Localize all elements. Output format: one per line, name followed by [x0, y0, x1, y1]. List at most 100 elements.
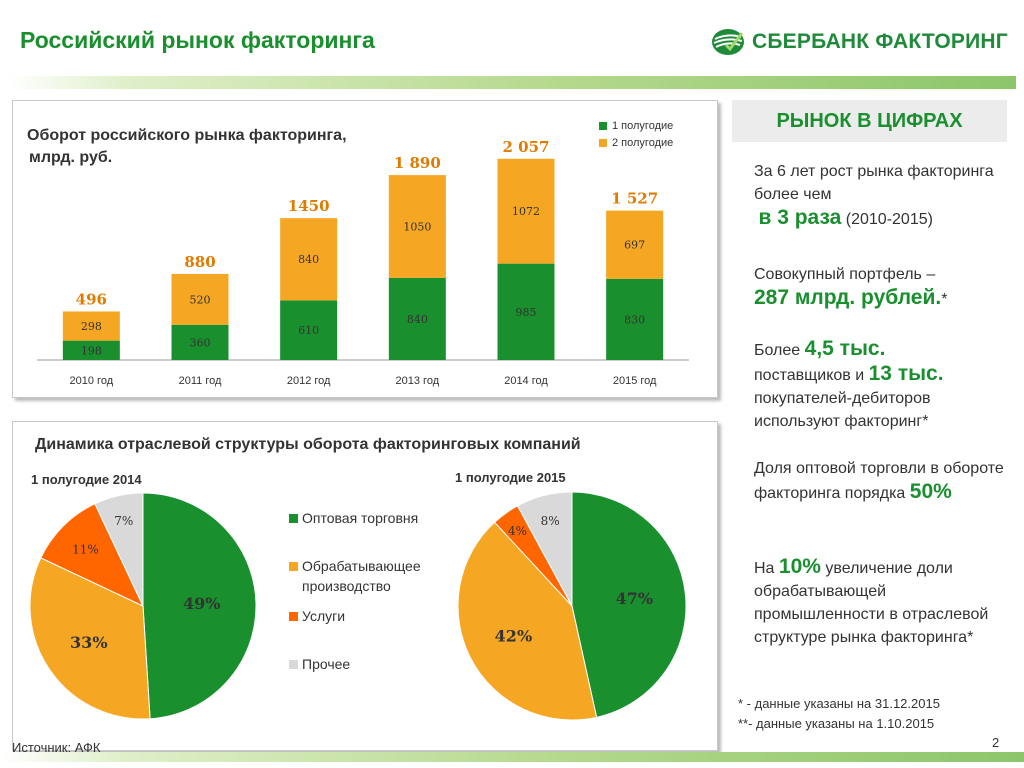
pie-2014-slice-0 [142, 492, 257, 720]
stat-clients-suppliers: 4,5 тыс. [804, 337, 886, 360]
logo: СБЕРБАНК ФАКТОРИНГ [710, 27, 1008, 57]
pie-chart-panel: Динамика отраслевой структуры оборота фа… [12, 421, 718, 751]
pie-2014-slice-label: 11% [72, 542, 99, 556]
bar-chart-legend: 1 полугодие 2 полугодие [599, 117, 673, 151]
pie-legend-swatch [289, 660, 298, 669]
bar-label-h1: 840 [407, 313, 428, 326]
pie-legend-item-wholesale: Оптовая торговня [289, 508, 449, 528]
bar-h2-1 [171, 273, 229, 325]
legend-swatch-h1 [599, 121, 607, 130]
bar-label-h2: 840 [298, 253, 319, 266]
pie-2014-slice-1 [29, 557, 151, 720]
pie-legend-label: Услуги [302, 608, 346, 624]
bar-label-h1: 610 [298, 324, 319, 337]
pie-legend-swatch [289, 514, 298, 523]
bar-h2-5 [606, 210, 664, 279]
pie-2015-slice-label: 47% [616, 589, 653, 608]
stat-clients-buyers: 13 тыс. [868, 362, 944, 385]
stat-clients: Более 4,5 тыс. поставщиков и 13 тыс. пок… [754, 337, 1016, 433]
sberbank-logo-icon [712, 29, 744, 55]
pie-2015-slice-1 [457, 521, 598, 721]
x-tick-label: 2010 год [70, 375, 114, 387]
bar-total-label: 880 [184, 253, 215, 271]
bar-h1-0 [62, 340, 120, 360]
bar-total-label: 1450 [288, 197, 330, 215]
stat-manufacturing: На 10% увеличение доли обрабатывающей пр… [754, 555, 1016, 649]
stat-growth: За 6 лет рост рынка факторинга более чем… [754, 160, 1016, 231]
stat-portfolio-note: * [941, 291, 948, 308]
stat-manufacturing-on: На [754, 560, 775, 577]
pie-2015-slice-label: 42% [495, 627, 532, 646]
pie-2014-slice-3 [94, 492, 144, 607]
pie-2014-slice-2 [40, 503, 145, 608]
stat-wholesale: Доля оптовой торговли в обороте факторин… [754, 457, 1016, 505]
legend-label-h1: 1 полугодие [612, 119, 674, 132]
bar-label-h1: 360 [190, 336, 211, 349]
bar-h1-2 [280, 300, 338, 360]
legend-item-h1: 1 полугодие [599, 117, 673, 134]
bar-chart-title-line2: млрд. руб. [29, 149, 113, 166]
footnote-1: * - данные указаны на 31.12.2015 [738, 696, 940, 711]
bar-h1-3 [388, 277, 446, 360]
bar-total-label: 1 527 [611, 190, 658, 208]
bar-h1-4 [497, 263, 555, 360]
bar-label-h1: 830 [624, 313, 645, 326]
x-tick-label: 2011 год [179, 375, 222, 387]
stat-wholesale-text: Доля оптовой торговли в обороте факторин… [754, 460, 1004, 502]
pie-legend-label: Оптовая торговня [302, 510, 419, 526]
stat-growth-value: в 3 раза [758, 206, 842, 229]
stat-clients-text2: покупателей-дебиторов используют фактори… [754, 390, 931, 430]
pie-2015-slice-3 [516, 491, 573, 607]
bar-label-h2: 1072 [512, 205, 540, 218]
bar-h2-4 [497, 158, 555, 264]
stat-growth-text: За 6 лет рост рынка факторинга более чем [754, 163, 994, 203]
x-tick-label: 2015 год [613, 375, 657, 387]
pie-2015-title: 1 полугодие 2015 [455, 470, 566, 485]
legend-label-h2: 2 полугодие [612, 136, 674, 149]
bar-chart: 198 298 496 2010 год 360 520 880 2011 год 610 840… [37, 138, 689, 387]
pie-charts: 49% 33% 11% 7% 47% 42% 4% 8% [29, 491, 687, 721]
stat-portfolio-value: 287 млрд. рублей. [754, 286, 942, 309]
x-tick-label: 2014 год [504, 375, 548, 387]
page-number: 2 [992, 735, 1000, 750]
bar-label-h2: 520 [190, 293, 211, 306]
pie-2014-slice-label: 33% [70, 633, 107, 652]
bar-label-h2: 697 [624, 239, 645, 252]
stat-clients-more: Более [754, 342, 801, 359]
legend-swatch-h2 [599, 138, 607, 147]
stat-portfolio-text: Совокупный портфель – [754, 266, 936, 283]
footnotes: * - данные указаны на 31.12.2015 **- дан… [738, 694, 940, 734]
bar-total-label: 496 [76, 290, 107, 308]
x-tick-label: 2013 год [396, 375, 440, 387]
stat-manufacturing-text: увеличение доли обрабатывающей промышлен… [754, 560, 989, 646]
pie-2014-title: 1 полугодие 2014 [31, 472, 142, 487]
stat-growth-period: (2010-2015) [845, 211, 933, 228]
logo-text: СБЕРБАНК ФАКТОРИНГ [752, 30, 1008, 53]
pie-2014-slice-label: 7% [114, 514, 133, 528]
bottom-gradient-bar [0, 752, 1024, 762]
bar-label-h2: 1050 [403, 220, 431, 233]
pie-section-title: Динамика отраслевой структуры оборота фа… [35, 436, 581, 453]
stat-clients-text: поставщиков и [754, 367, 865, 384]
pie-legend-swatch [289, 562, 298, 571]
bar-chart-title: Оборот российского рынка факторинга, млр… [27, 125, 347, 169]
bar-h1-1 [171, 324, 229, 360]
bar-h2-2 [280, 218, 338, 301]
bar-chart-panel: Оборот российского рынка факторинга, млр… [12, 100, 718, 398]
bar-label-h1: 985 [516, 306, 537, 319]
bar-total-label: 2 057 [503, 138, 550, 156]
pie-legend-swatch [289, 612, 298, 621]
x-tick-label: 2012 год [287, 375, 331, 387]
stats-header: РЫНОК В ЦИФРАХ [732, 100, 1007, 142]
pie-legend-label: Прочее [302, 656, 351, 672]
stat-portfolio: Совокупный портфель – 287 млрд. рублей.* [754, 263, 1016, 311]
bar-label-h1: 198 [81, 344, 102, 357]
pie-2014-slice-label: 49% [183, 594, 220, 613]
pie-2015-slice-0 [571, 491, 687, 718]
bar-h2-0 [62, 311, 120, 341]
bar-label-h2: 298 [81, 320, 102, 333]
pie-legend-item-services: Услуги [289, 606, 449, 626]
bar-chart-title-line1: Оборот российского рынка факторинга, [27, 127, 347, 144]
legend-item-h2: 2 полугодие [599, 134, 673, 151]
footnote-2: **- данные указаны на 1.10.2015 [738, 716, 935, 731]
